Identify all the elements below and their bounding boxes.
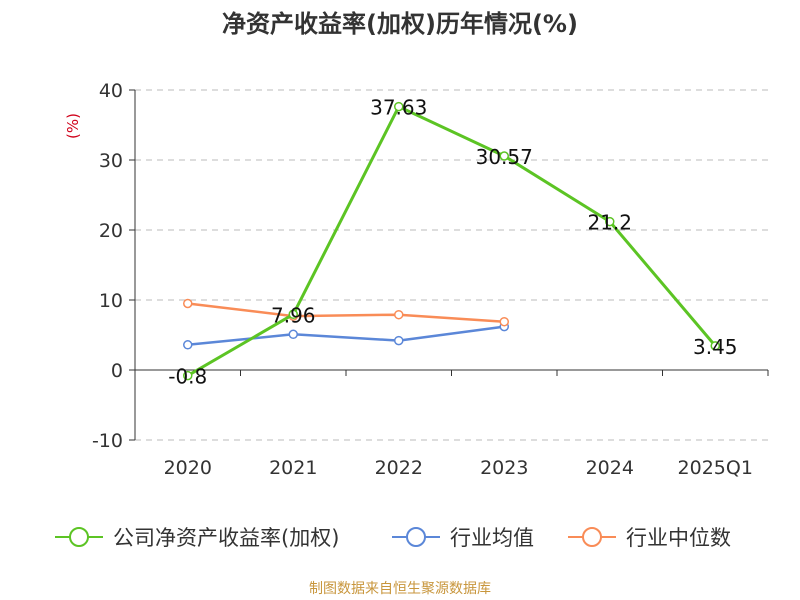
grid-lines: [135, 89, 768, 441]
x-tick-label: 2020: [164, 457, 212, 479]
data-label: 37.63: [370, 96, 427, 120]
data-point: [394, 309, 404, 320]
series-line: [187, 325, 505, 347]
data-point: [605, 216, 615, 227]
y-tick-label: 40: [99, 80, 123, 102]
legend-label: 公司净资产收益率(加权): [113, 526, 339, 550]
data-label: -0.8: [168, 365, 207, 389]
data-label: 7.96: [271, 303, 316, 327]
y-tick-label: 30: [99, 150, 123, 172]
data-label: 30.57: [476, 145, 533, 169]
series-group: [183, 101, 720, 381]
legend-swatch-marker: [406, 527, 426, 547]
legend-label: 行业均值: [450, 526, 534, 550]
data-point: [394, 101, 404, 112]
y-tick-label: 0: [111, 360, 123, 382]
data-labels: -0.8 7.96 37.63 30.57 21.2 3.45: [168, 96, 737, 389]
data-point: [499, 316, 509, 327]
data-point: [288, 309, 298, 320]
data-point: [499, 151, 509, 161]
chart-title: 净资产收益率(加权)历年情况(%): [222, 10, 578, 38]
legend-swatch-marker: [582, 527, 602, 547]
data-label: 3.45: [693, 335, 738, 359]
y-axis-label: (%): [64, 113, 82, 139]
series-line: [187, 105, 717, 377]
data-point: [183, 298, 193, 309]
y-tick-label: 20: [99, 220, 123, 242]
data-point: [183, 340, 193, 350]
data-point: [183, 370, 193, 381]
x-tick-label: 2025Q1: [678, 457, 753, 479]
axes: 40 30 20 10 0 -10 2020 2021 2022 2023 2024 2025Q1 (%…: [64, 80, 769, 479]
legend-label: 行业中位数: [626, 526, 731, 550]
x-tick-label: 2023: [480, 457, 528, 479]
legend-swatch-marker: [69, 527, 89, 547]
data-point: [710, 341, 720, 351]
x-tick-label: 2024: [586, 457, 634, 479]
data-point: [394, 335, 404, 346]
y-tick-label: -10: [92, 430, 123, 452]
legend: 公司净资产收益率(加权) 行业均值 行业中位数: [55, 526, 731, 550]
data-point: [288, 329, 298, 340]
data-label: 21.2: [587, 211, 632, 235]
series-line: [187, 302, 505, 323]
source-footer: 制图数据来自恒生聚源数据库: [309, 581, 491, 597]
x-tick-label: 2021: [269, 457, 317, 479]
y-tick-label: 10: [99, 290, 123, 312]
x-tick-label: 2022: [375, 457, 423, 479]
